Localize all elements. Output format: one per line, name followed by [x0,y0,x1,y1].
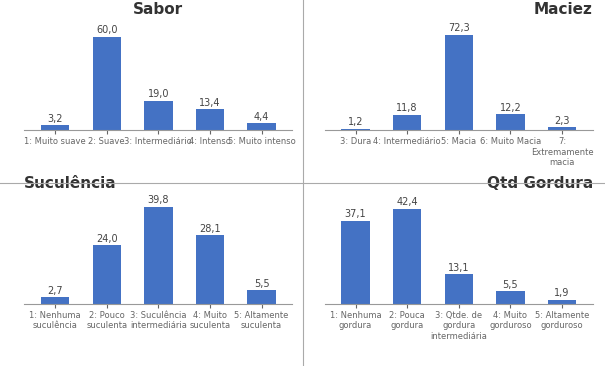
Bar [393,115,421,130]
Title: Sabor: Sabor [133,2,183,17]
Text: 1,2: 1,2 [348,117,364,127]
Bar [247,123,276,130]
Text: 4,4: 4,4 [254,112,269,122]
Bar [144,101,172,130]
Text: 12,2: 12,2 [500,102,522,112]
Bar [93,37,121,130]
Bar [41,297,70,304]
Bar [445,274,473,304]
Bar [341,129,370,130]
Bar [445,35,473,130]
Text: Qtd Gordura: Qtd Gordura [486,176,593,191]
Bar [548,299,576,304]
Bar [247,290,276,304]
Text: 13,4: 13,4 [199,98,221,108]
Text: 39,8: 39,8 [148,195,169,205]
Text: 24,0: 24,0 [96,234,117,244]
Bar [496,114,525,130]
Text: 19,0: 19,0 [148,89,169,99]
Text: 72,3: 72,3 [448,23,469,33]
Text: 3,2: 3,2 [47,113,63,124]
Text: 11,8: 11,8 [396,103,418,113]
Text: 5,5: 5,5 [253,279,269,289]
Text: 5,5: 5,5 [503,280,518,290]
Bar [393,209,421,304]
Text: 42,4: 42,4 [396,197,418,207]
Bar [144,207,172,304]
Bar [341,221,370,304]
Bar [93,245,121,304]
Bar [496,291,525,304]
Bar [196,109,224,130]
Text: Maciez: Maciez [534,2,593,17]
Bar [196,235,224,304]
Text: 37,1: 37,1 [345,209,367,219]
Bar [548,127,576,130]
Text: 2,3: 2,3 [554,116,570,126]
Text: 2,7: 2,7 [47,285,63,295]
Text: 13,1: 13,1 [448,263,469,273]
Bar [41,125,70,130]
Text: 60,0: 60,0 [96,25,117,35]
Text: Suculência: Suculência [24,176,117,191]
Text: 1,9: 1,9 [554,288,570,298]
Text: 28,1: 28,1 [199,224,221,234]
